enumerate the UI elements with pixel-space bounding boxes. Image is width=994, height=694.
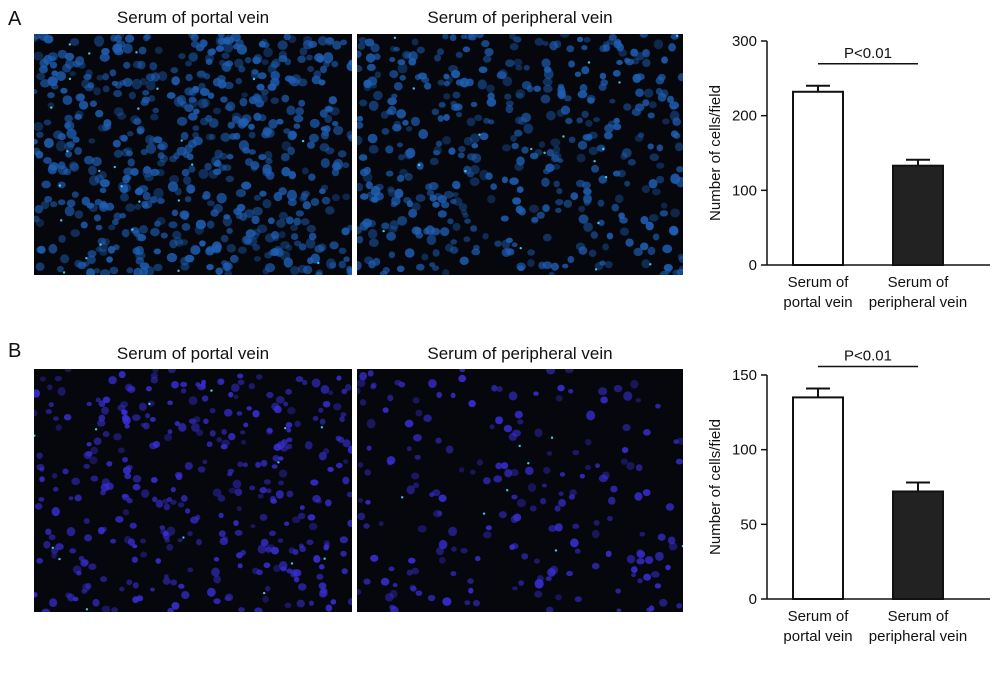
micrograph-a-peripheral-vein <box>357 34 683 275</box>
significance-label-a: P<0.01 <box>844 45 892 62</box>
image-title-b-peripheral: Serum of peripheral vein <box>427 344 613 363</box>
category-label-a-1: Serum of peripheral vein <box>869 274 967 311</box>
y-tick-label-a-2: 200 <box>732 108 757 125</box>
bar-chart-a: 0 100 200 300 Number of cells/field Serum of p… <box>700 30 994 355</box>
image-title-a-peripheral: Serum of peripheral vein <box>427 8 613 27</box>
y-tick-label-b-3: 150 <box>732 367 757 384</box>
micrograph-b-portal-vein <box>34 369 352 612</box>
chart-a-svg: 0 100 200 300 Number of cells/field Serum of p… <box>707 33 990 311</box>
micrograph-a-portal-background <box>34 34 352 275</box>
y-tick-label-b-2: 100 <box>732 442 757 459</box>
category-label-a-0: Serum of portal vein <box>783 274 852 311</box>
bar-a-0 <box>792 90 844 267</box>
bar-b-0 <box>792 396 844 601</box>
chart-b-svg: 0 50 100 150 Number of cells/field Serum of po… <box>707 347 990 645</box>
category-label-b-1: Serum of peripheral vein <box>869 608 967 645</box>
y-tick-label-b-0: 0 <box>749 591 757 608</box>
micrograph-b-portal-nuclei <box>34 369 352 612</box>
panel-letter-b: B <box>8 340 22 362</box>
micrograph-a-portal-canvas <box>34 34 352 275</box>
micrograph-b-peripheral-vein <box>357 369 683 612</box>
bar-b-1 <box>892 490 944 600</box>
bar-a-1 <box>892 164 944 266</box>
y-tick-label-a-0: 0 <box>749 257 757 274</box>
bar-chart-b: 0 50 100 150 Number of cells/field Serum of po… <box>700 347 994 689</box>
panel-letter-a: A <box>8 8 22 30</box>
y-axis-label-a: Number of cells/field <box>707 85 724 221</box>
y-axis-label-b: Number of cells/field <box>707 419 724 555</box>
image-title-a-portal: Serum of portal vein <box>116 8 270 27</box>
micrograph-a-peripheral-canvas <box>357 34 683 275</box>
y-tick-label-a-1: 100 <box>732 182 757 199</box>
micrograph-b-peripheral-nuclei <box>357 369 683 612</box>
micrograph-b-portal-canvas <box>34 369 352 612</box>
significance-label-b: P<0.01 <box>844 347 892 364</box>
y-tick-label-b-1: 50 <box>740 516 757 533</box>
category-label-b-0: Serum of portal vein <box>783 608 852 645</box>
image-title-b-portal: Serum of portal vein <box>116 344 270 363</box>
micrograph-b-peripheral-canvas <box>357 369 683 612</box>
micrograph-b-portal-background <box>34 369 352 612</box>
micrograph-a-portal-vein <box>34 34 352 275</box>
micrograph-a-peripheral-nuclei <box>357 34 683 275</box>
y-tick-label-a-3: 300 <box>732 33 757 50</box>
micrograph-a-portal-nuclei <box>34 34 352 275</box>
